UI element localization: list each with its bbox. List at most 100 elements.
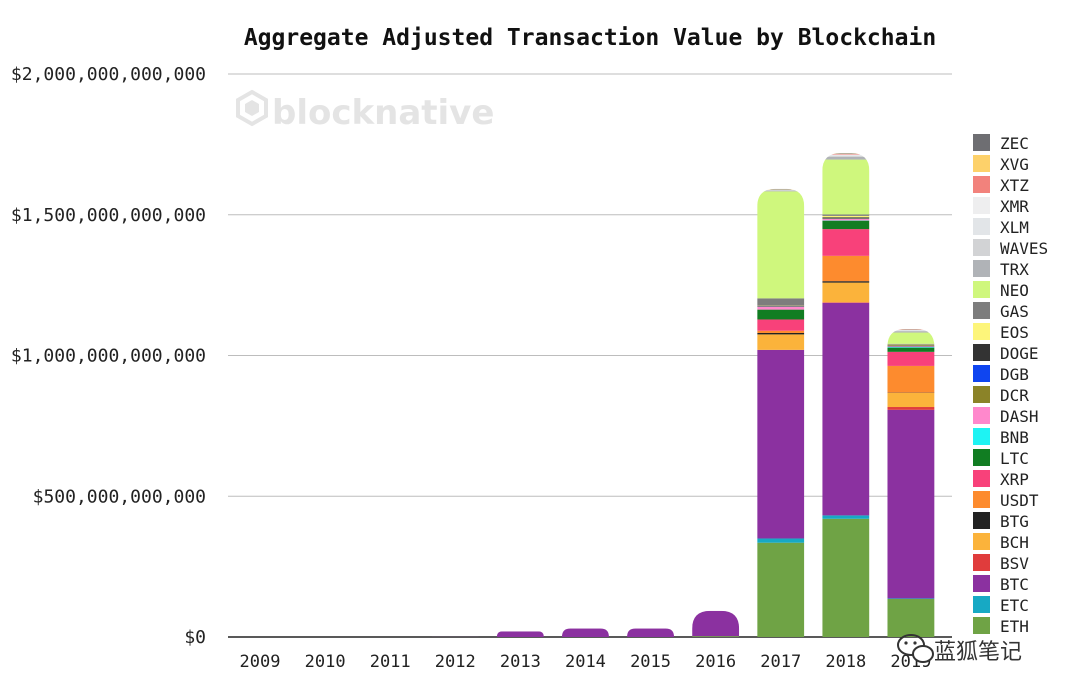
bar-btg-2018 (822, 281, 870, 283)
bar-neo-2017 (757, 191, 805, 299)
legend-label: XVG (1000, 155, 1029, 174)
bar-btc-2017 (757, 349, 805, 539)
legend-item-bsv: BSV (973, 554, 1029, 573)
bar-gas-2019 (887, 343, 935, 345)
bar-stack-2018 (822, 153, 870, 637)
bar-xlm-2018 (822, 155, 870, 156)
chart-title: Aggregate Adjusted Transaction Value by … (244, 25, 936, 51)
legend-item-btc: BTC (973, 575, 1029, 594)
bar-dash-2017 (757, 306, 805, 310)
legend-swatch (973, 302, 990, 319)
bar-dcr-2018 (822, 218, 870, 219)
bar-usdt-2017 (757, 330, 805, 333)
x-tick-label: 2009 (240, 652, 281, 672)
legend-item-xlm: XLM (973, 218, 1029, 237)
legend-swatch (973, 323, 990, 340)
bar-etc-2017 (757, 538, 805, 543)
credit-text: 蓝狐笔记 (934, 640, 1022, 665)
legend-swatch (973, 470, 990, 487)
legend-label: WAVES (1000, 239, 1048, 258)
legend-item-neo: NEO (973, 281, 1029, 300)
legend-item-xrp: XRP (973, 470, 1029, 489)
legend-swatch (973, 218, 990, 235)
bar-stack-2014 (561, 628, 609, 637)
legend-label: BCH (1000, 533, 1029, 552)
bar-btc-2018 (822, 302, 870, 516)
bar-usdt-2019 (887, 365, 935, 393)
bar-trx-2017 (757, 190, 805, 192)
bar-segments (822, 153, 870, 637)
legend-item-eos: EOS (973, 323, 1029, 342)
y-tick-label: $1,500,000,000,000 (11, 205, 206, 226)
bar-waves-2018 (822, 155, 870, 157)
bar-zec-2017 (757, 188, 805, 190)
bar-segments (757, 188, 805, 637)
legend-item-waves: WAVES (973, 239, 1048, 258)
legend-swatch (973, 344, 990, 361)
legend-label: BTC (1000, 575, 1029, 594)
bar-neo-2018 (822, 159, 870, 215)
bar-xmr-2018 (822, 154, 870, 156)
bar-segments (692, 610, 740, 637)
bars (236, 153, 935, 637)
bar-eth-2016 (692, 636, 740, 637)
legend-label: EOS (1000, 323, 1029, 342)
legend-item-dcr: DCR (973, 386, 1029, 405)
y-tick-label: $0 (184, 627, 206, 648)
legend-label: LTC (1000, 449, 1029, 468)
y-tick-label: $1,000,000,000,000 (11, 346, 206, 367)
bar-btc-2019 (887, 409, 935, 599)
legend-label: DOGE (1000, 344, 1039, 363)
legend-item-bch: BCH (973, 533, 1029, 552)
legend-swatch (973, 365, 990, 382)
bar-eos-2018 (822, 215, 870, 218)
bar-xrp-2018 (822, 229, 870, 256)
legend-swatch (973, 596, 990, 613)
bar-stack-2015 (627, 628, 675, 637)
x-tick-label: 2010 (305, 652, 346, 672)
bar-dash-2018 (822, 218, 870, 221)
legend-label: DGB (1000, 365, 1029, 384)
legend-swatch (973, 386, 990, 403)
bar-stack-2017 (757, 188, 805, 637)
legend-label: XTZ (1000, 176, 1029, 195)
bar-btg-2017 (757, 332, 805, 335)
y-axis: $0 $500,000,000,000 $1,000,000,000,000 $1,5… (11, 64, 206, 648)
legend-item-usdt: USDT (973, 491, 1039, 510)
y-tick-label: $2,000,000,000,000 (11, 64, 206, 85)
bar-xtz-2018 (822, 153, 870, 155)
legend-swatch (973, 260, 990, 277)
legend-swatch (973, 134, 990, 151)
bar-ltc-2019 (887, 347, 935, 352)
legend-swatch (973, 617, 990, 634)
bar-stack-2013 (496, 631, 544, 637)
legend-label: ZEC (1000, 134, 1029, 153)
bar-stack-2019 (887, 329, 935, 637)
legend-item-dash: DASH (973, 407, 1039, 426)
legend-item-dgb: DGB (973, 365, 1029, 384)
bar-btc-2016 (692, 610, 740, 637)
legend-swatch (973, 512, 990, 529)
legend-label: GAS (1000, 302, 1029, 321)
x-tick-label: 2012 (435, 652, 476, 672)
x-tick-label: 2017 (760, 652, 801, 672)
legend-label: DCR (1000, 386, 1029, 405)
legend-label: ETC (1000, 596, 1029, 615)
x-tick-label: 2018 (825, 652, 866, 672)
bar-ltc-2017 (757, 309, 805, 320)
bar-usdt-2018 (822, 255, 870, 282)
bar-segments (627, 628, 675, 637)
bar-doge-2018 (822, 217, 870, 219)
bar-eth-2019 (887, 598, 935, 637)
legend-item-xmr: XMR (973, 197, 1029, 216)
bar-ltc-2018 (822, 220, 870, 230)
legend-label: XMR (1000, 197, 1029, 216)
legend-swatch (973, 554, 990, 571)
bar-etc-2018 (822, 515, 870, 519)
legend-swatch (973, 239, 990, 256)
bar-xrp-2017 (757, 319, 805, 331)
bar-dash-2019 (887, 346, 935, 348)
bar-eth-2018 (822, 518, 870, 637)
legend-item-doge: DOGE (973, 344, 1039, 363)
legend-swatch (973, 176, 990, 193)
